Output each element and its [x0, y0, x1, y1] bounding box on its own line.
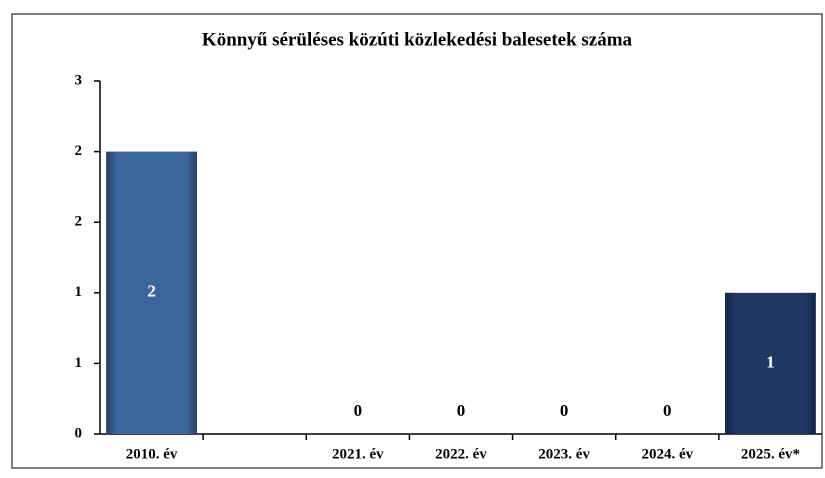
data-label: 0: [560, 401, 569, 420]
chart-title: Könnyű sérüléses közúti közlekedési bale…: [202, 29, 633, 50]
x-tick-label: 2021. év: [332, 446, 384, 462]
bar-shade: [725, 292, 816, 434]
x-tick-label: 2024. év: [641, 446, 693, 462]
y-tick-label: 0: [75, 425, 83, 441]
data-label: 0: [663, 401, 672, 420]
data-label: 2: [147, 282, 156, 301]
y-tick-label: 1: [75, 355, 83, 371]
x-tick-label: 2025. év*: [741, 446, 800, 462]
x-tick-label: 2023. év: [538, 446, 590, 462]
y-tick-label: 2: [75, 143, 83, 159]
y-tick-label: 1: [75, 284, 83, 300]
x-tick-label: 2022. év: [435, 446, 487, 462]
bar-shade: [106, 151, 197, 434]
y-tick-label: 2: [75, 214, 83, 230]
data-label: 0: [457, 401, 466, 420]
data-label: 0: [354, 401, 363, 420]
data-label: 1: [766, 352, 775, 371]
x-tick-label: 2010. év: [126, 446, 178, 462]
y-tick-label: 3: [75, 72, 83, 88]
